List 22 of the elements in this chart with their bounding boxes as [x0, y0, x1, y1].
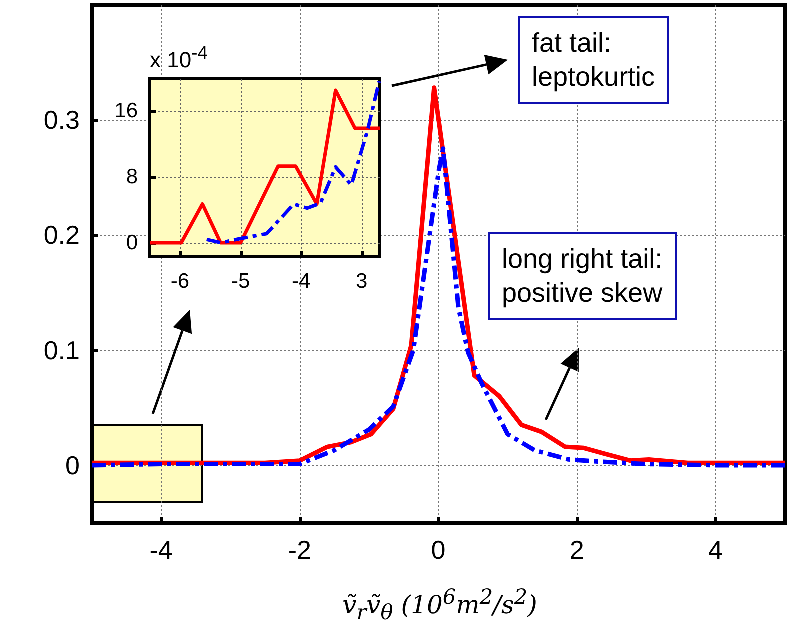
line-series	[148, 88, 382, 245]
x-tick-label: -6	[170, 270, 190, 293]
x-tick-label: 0	[431, 535, 446, 565]
x-tick-label: 2	[570, 535, 584, 565]
annotation: long right tail: positive skew	[488, 232, 677, 320]
y-tick-label: 0.2	[44, 220, 80, 250]
annotation: x 10$^{-4}$	[150, 42, 208, 74]
x-tick-label: -4	[292, 270, 311, 293]
text: ṽ$_{r}$ṽ$_{θ}$ (10$^{6}$m$^{2}$/s$^{2}$)	[342, 585, 538, 624]
y-tick-label: 16	[114, 100, 138, 123]
x-tick-label: -2	[288, 535, 312, 565]
annotation: fat tail: leptokurtic	[518, 16, 670, 104]
y-tick-label: 0	[66, 450, 80, 480]
x-tick-label: 4	[708, 535, 723, 565]
x-tick-label: 3	[356, 270, 368, 293]
y-tick-label: 0.1	[44, 335, 80, 366]
x-tick-label: -5	[231, 270, 250, 293]
y-tick-label: 0	[126, 231, 138, 254]
y-tick-label: 0.3	[44, 105, 80, 136]
y-tick-label: 8	[126, 166, 138, 189]
line-series	[205, 80, 382, 245]
x-tick-label: -4	[150, 535, 173, 565]
